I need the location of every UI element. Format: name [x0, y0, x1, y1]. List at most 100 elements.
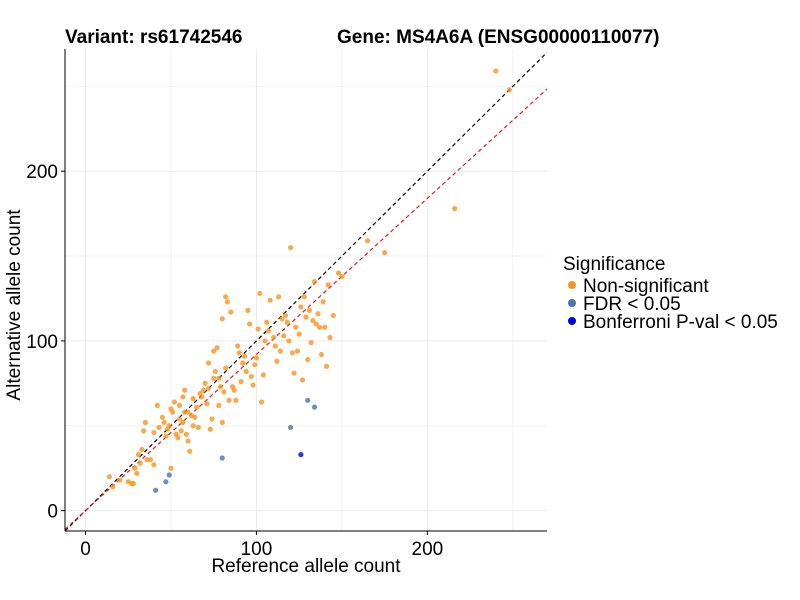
data-point	[185, 409, 191, 415]
data-point	[205, 385, 212, 392]
data-point	[106, 474, 113, 480]
data-point	[180, 419, 186, 425]
data-point	[212, 368, 219, 375]
data-point	[219, 316, 225, 322]
x-tick-label: 200	[412, 539, 444, 560]
data-point	[298, 452, 304, 458]
data-point	[130, 480, 136, 487]
data-point	[211, 375, 217, 381]
data-point	[147, 457, 154, 463]
data-point	[276, 294, 282, 300]
data-point	[310, 317, 316, 324]
data-point	[267, 297, 273, 303]
data-point	[168, 465, 174, 471]
data-point	[281, 333, 287, 339]
data-point	[301, 294, 307, 300]
data-point	[303, 314, 309, 320]
data-point	[317, 324, 323, 330]
data-point	[236, 350, 242, 356]
data-point	[219, 455, 225, 461]
data-point	[217, 384, 224, 390]
data-point	[216, 402, 222, 409]
data-point	[246, 321, 253, 327]
data-point	[180, 394, 186, 400]
data-point	[161, 419, 167, 425]
legend-title: Significance	[563, 254, 665, 275]
data-point	[154, 402, 160, 409]
data-point	[178, 428, 184, 434]
data-point	[325, 282, 331, 288]
data-point	[176, 402, 183, 409]
data-point	[235, 343, 241, 349]
data-point	[132, 465, 138, 471]
data-point	[272, 343, 278, 349]
x-tick-label: 100	[241, 539, 273, 560]
legend-key-dot	[568, 317, 576, 325]
data-point	[257, 290, 263, 296]
data-point	[293, 324, 299, 330]
data-point	[253, 355, 260, 361]
data-point	[262, 338, 268, 344]
data-point	[233, 397, 239, 403]
data-point	[117, 477, 123, 483]
data-point	[194, 404, 200, 410]
data-point	[151, 429, 157, 436]
data-point	[294, 348, 301, 354]
reference-line-0	[64, 51, 548, 532]
tick-labels: 0 100 200 0 100 200	[26, 162, 443, 560]
data-point	[200, 387, 207, 393]
data-point	[207, 426, 213, 432]
data-point	[279, 316, 285, 322]
data-point	[226, 397, 232, 403]
data-point	[219, 419, 225, 425]
data-point	[270, 334, 277, 341]
data-point	[183, 431, 189, 437]
chart-title-variant: Variant: rs61742546	[65, 27, 242, 48]
data-point	[166, 472, 172, 478]
data-point	[170, 409, 176, 415]
data-point	[315, 311, 321, 317]
data-point	[322, 324, 328, 330]
data-point	[274, 358, 280, 364]
legend-key-dot	[568, 281, 576, 289]
data-point	[327, 334, 333, 341]
data-point	[224, 299, 230, 305]
legend-label: Bonferroni P-val < 0.05	[583, 312, 778, 333]
data-point	[202, 380, 208, 386]
data-point	[142, 419, 148, 425]
x-axis-title: Reference allele count	[211, 556, 401, 577]
data-point	[245, 307, 251, 313]
data-point	[171, 399, 177, 405]
data-point	[298, 304, 304, 310]
data-point	[264, 319, 270, 325]
reference-line-1	[64, 88, 548, 530]
data-point	[216, 375, 222, 381]
data-point	[299, 377, 306, 383]
data-point	[199, 394, 205, 400]
data-point	[265, 328, 271, 334]
data-point	[175, 435, 181, 441]
data-point	[258, 399, 265, 405]
data-point	[141, 428, 147, 434]
data-point	[288, 424, 294, 431]
y-tick-label: 200	[26, 162, 58, 183]
data-point	[313, 321, 319, 327]
data-point	[339, 273, 345, 280]
data-point	[364, 238, 371, 244]
data-point	[506, 87, 512, 93]
data-point	[223, 365, 229, 371]
data-point	[284, 319, 290, 325]
legend-label: Non-significant	[583, 276, 709, 297]
data-point	[248, 373, 254, 380]
data-point	[452, 205, 458, 212]
data-point	[163, 433, 169, 439]
data-point	[209, 416, 215, 422]
data-point	[195, 424, 201, 431]
data-point	[255, 326, 261, 332]
data-point	[252, 362, 258, 368]
data-point	[185, 438, 191, 444]
data-point	[135, 452, 142, 458]
data-point	[311, 404, 318, 410]
data-point	[277, 348, 283, 354]
